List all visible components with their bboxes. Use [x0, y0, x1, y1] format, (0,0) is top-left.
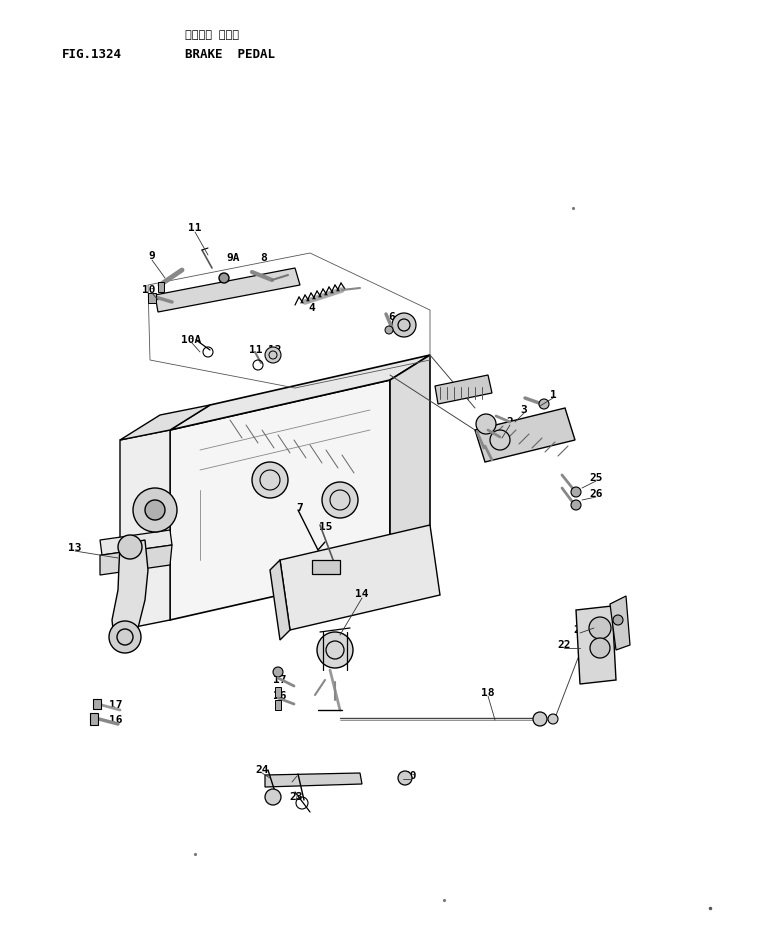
Polygon shape: [576, 606, 616, 684]
Bar: [90, 713, 98, 725]
Circle shape: [317, 632, 353, 668]
Circle shape: [219, 273, 229, 283]
Text: 6: 6: [481, 445, 487, 455]
Text: 18: 18: [481, 688, 495, 698]
Polygon shape: [435, 375, 492, 404]
Polygon shape: [280, 525, 440, 630]
Text: 7: 7: [297, 503, 303, 513]
Text: 20: 20: [403, 771, 416, 781]
Text: 10A: 10A: [181, 335, 201, 345]
Text: 22: 22: [557, 640, 571, 650]
Text: 8: 8: [260, 253, 267, 263]
Text: 14: 14: [355, 589, 369, 599]
Circle shape: [109, 621, 141, 653]
Text: 6: 6: [388, 312, 395, 322]
Circle shape: [398, 771, 412, 785]
Text: ブレーキ ペダル: ブレーキ ペダル: [185, 30, 239, 40]
Text: 11: 11: [249, 345, 263, 355]
Text: 15: 15: [319, 522, 333, 532]
Text: 17: 17: [110, 700, 123, 710]
Bar: [275, 687, 281, 697]
Bar: [158, 282, 164, 292]
Circle shape: [385, 326, 393, 334]
Text: 5: 5: [409, 321, 416, 331]
Text: FIG.1324: FIG.1324: [62, 48, 122, 61]
Circle shape: [118, 535, 142, 559]
Polygon shape: [112, 540, 148, 648]
Polygon shape: [270, 560, 290, 640]
Circle shape: [145, 500, 165, 520]
Bar: [93, 699, 101, 709]
Circle shape: [265, 347, 281, 363]
Polygon shape: [610, 596, 630, 650]
Text: 4: 4: [308, 303, 315, 313]
Text: 13: 13: [68, 543, 82, 553]
Circle shape: [533, 712, 547, 726]
Polygon shape: [100, 545, 172, 575]
Bar: [275, 700, 281, 710]
Polygon shape: [120, 405, 210, 440]
Text: 16: 16: [110, 715, 123, 725]
Circle shape: [589, 617, 611, 639]
Text: 21: 21: [573, 625, 587, 635]
Text: 26: 26: [589, 489, 603, 499]
Circle shape: [133, 488, 177, 532]
Circle shape: [490, 430, 510, 450]
Bar: [148, 293, 156, 303]
Text: 23: 23: [289, 792, 303, 802]
Circle shape: [392, 313, 416, 337]
Circle shape: [273, 667, 283, 677]
Text: 2: 2: [507, 417, 514, 427]
Circle shape: [322, 482, 358, 518]
Circle shape: [252, 462, 288, 498]
Circle shape: [571, 487, 581, 497]
Text: 10: 10: [142, 285, 155, 295]
Circle shape: [571, 500, 581, 510]
Circle shape: [613, 615, 623, 625]
Polygon shape: [265, 773, 362, 787]
Polygon shape: [390, 355, 430, 570]
Circle shape: [590, 638, 610, 658]
Circle shape: [476, 414, 496, 434]
Text: 1: 1: [549, 390, 556, 400]
Text: 9: 9: [148, 251, 155, 261]
Circle shape: [548, 714, 558, 724]
Text: 19: 19: [285, 774, 298, 784]
Circle shape: [539, 399, 549, 409]
Text: 3: 3: [521, 405, 528, 415]
Text: 11: 11: [188, 223, 202, 233]
Text: 9A: 9A: [226, 253, 240, 263]
Circle shape: [265, 789, 281, 805]
Polygon shape: [155, 268, 300, 312]
Text: 12: 12: [268, 345, 282, 355]
Text: 16: 16: [274, 691, 287, 701]
Polygon shape: [120, 430, 170, 630]
Text: 25: 25: [589, 473, 603, 483]
Polygon shape: [170, 380, 390, 620]
Polygon shape: [170, 355, 430, 430]
Polygon shape: [100, 530, 172, 555]
Bar: [312, 560, 340, 574]
Text: 17: 17: [274, 675, 287, 685]
Polygon shape: [475, 408, 575, 462]
Text: 24: 24: [256, 765, 269, 775]
Text: BRAKE  PEDAL: BRAKE PEDAL: [185, 48, 275, 61]
Text: 5: 5: [481, 430, 487, 440]
